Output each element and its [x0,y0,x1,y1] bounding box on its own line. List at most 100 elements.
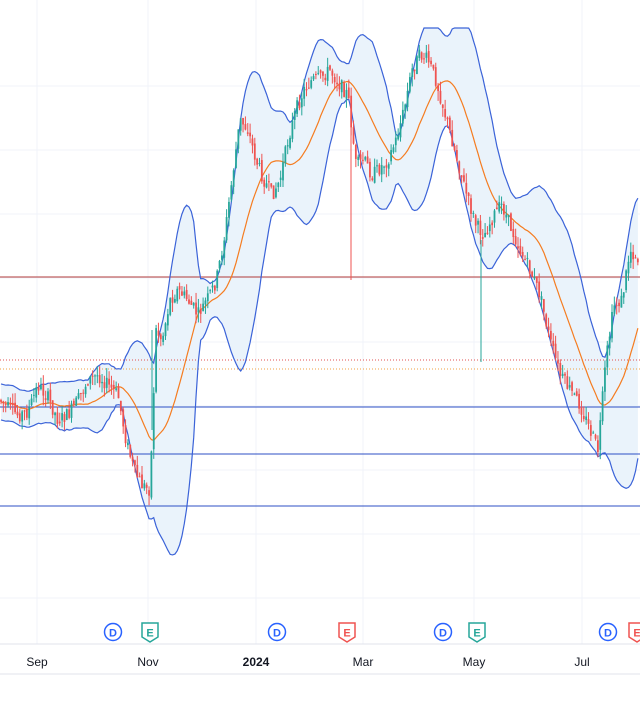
earnings-marker[interactable] [468,622,486,643]
candle-body [547,326,550,331]
candle-body [25,409,28,418]
candle-body [105,377,108,388]
candle-body [495,207,498,210]
candle-body [9,403,12,405]
candle-body [472,212,475,214]
candle-body [437,85,439,92]
candle-body [284,146,287,164]
candle-body [23,410,26,412]
candle-body [251,138,254,146]
candle-body [141,474,143,489]
candle-body [11,402,14,406]
candle-body [101,381,103,384]
candle-body [376,165,378,167]
earnings-marker[interactable] [338,622,356,643]
candle-body [505,214,508,218]
dividend-marker[interactable] [267,622,287,642]
candle-body [249,132,251,137]
candle-body [275,188,277,198]
candle-body [235,149,237,168]
candle-body [498,202,501,212]
candle-body [345,89,348,99]
candle-body [519,245,522,255]
candle-body [542,299,545,312]
candle-body [253,143,256,160]
candle-body [500,203,503,206]
candle-body [94,375,96,377]
candle-body [535,276,538,283]
candle-body [260,160,263,182]
candle-body [4,403,7,405]
candle-body [197,307,200,313]
dividend-marker[interactable] [598,622,618,642]
candle-body [204,300,207,305]
candle-body [507,214,510,217]
candle-body [526,257,529,260]
candle-body [580,406,583,415]
candle-body [242,118,244,125]
candle-body [463,175,465,182]
candle-body [460,175,463,178]
candle-body [91,375,94,377]
candle-body [559,363,562,376]
candle-body [124,425,127,444]
dividend-marker[interactable] [433,622,453,642]
candle-body [634,257,637,259]
candle-body [439,90,442,104]
candle-body [127,442,129,446]
candle-body [166,314,169,326]
candle-body [185,289,188,299]
candle-body [61,413,63,421]
earnings-marker[interactable] [141,622,159,643]
candle-body [336,82,338,85]
candle-body [72,400,75,405]
candle-body [427,51,430,63]
candle-body [510,213,512,231]
candle-body [568,385,571,388]
candle-body [298,102,301,109]
candle-body [181,291,183,296]
candle-body [597,440,599,453]
candle-body [152,393,155,450]
candle-body [18,413,21,422]
candle-body [216,270,219,288]
candle-body [77,393,80,399]
candle-body [371,178,374,180]
candle-body [512,228,515,238]
candle-body [380,165,383,175]
candle-body [239,118,242,131]
candle-body [134,460,136,466]
candle-body [68,409,71,418]
candle-body [359,154,362,160]
candle-body [362,159,364,161]
candle-body [491,222,494,226]
candle-body [338,83,341,90]
candle-body [136,464,139,477]
earnings-marker[interactable] [628,622,640,643]
dividend-marker[interactable] [103,622,123,642]
candle-body [296,100,298,114]
candle-body [627,261,630,274]
candle-body [82,392,85,394]
candle-body [300,98,303,108]
candle-body [340,80,343,93]
candle-body [350,95,353,128]
candle-body [89,376,92,384]
candle-body [223,240,226,258]
candle-body [75,397,78,406]
candle-body [618,302,620,307]
candle-body [178,286,181,290]
candle-body [493,210,496,223]
candle-body [47,391,49,401]
candle-body [444,109,447,118]
candle-body [108,378,110,385]
candle-body [392,147,395,153]
bollinger-lower-line [0,98,639,556]
candle-body [397,135,400,140]
x-tick-label: May [463,655,486,669]
candle-body [411,68,414,77]
candle-body [524,258,526,260]
candle-body [286,145,289,147]
